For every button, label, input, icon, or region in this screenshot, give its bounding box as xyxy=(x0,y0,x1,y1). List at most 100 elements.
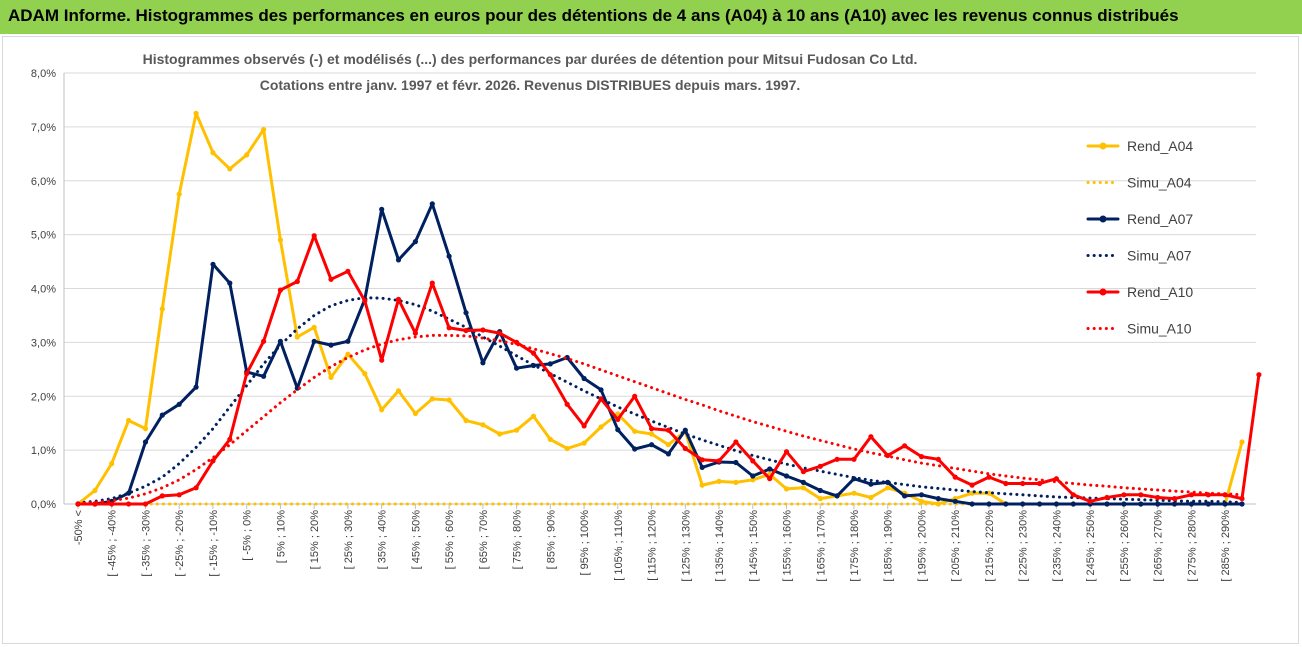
data-point-rend-a07 xyxy=(935,496,941,502)
data-point-rend-a04 xyxy=(193,110,199,116)
data-point-rend-a04 xyxy=(463,417,469,424)
data-point-rend-a04 xyxy=(530,413,537,419)
data-point-rend-a10 xyxy=(1020,480,1026,487)
data-point-rend-a07 xyxy=(1037,501,1043,507)
data-point-rend-a10 xyxy=(328,276,334,282)
data-point-rend-a04 xyxy=(362,371,368,377)
x-tick-label: [ -45% ; -40% xyxy=(107,510,119,577)
data-point-rend-a07 xyxy=(615,427,621,433)
data-point-rend-a04 xyxy=(547,436,553,442)
data-point-rend-a07 xyxy=(1205,501,1211,507)
legend-label-simu-a04: Simu_A04 xyxy=(1127,175,1192,191)
data-point-rend-a10 xyxy=(395,296,402,302)
data-point-rend-a04 xyxy=(446,397,452,403)
data-point-rend-a07 xyxy=(1138,501,1144,507)
data-point-rend-a04 xyxy=(395,388,402,394)
data-point-rend-a10 xyxy=(446,325,452,331)
x-tick-label: [ 145% ; 150% xyxy=(748,510,760,582)
data-point-rend-a07 xyxy=(261,373,267,379)
data-point-rend-a04 xyxy=(429,396,435,402)
x-tick-label: [ 205% ; 210% xyxy=(950,510,962,582)
data-point-rend-a10 xyxy=(682,445,688,452)
data-point-rend-a07 xyxy=(834,493,840,499)
data-point-rend-a07 xyxy=(176,401,182,407)
data-point-rend-a04 xyxy=(750,477,756,483)
data-point-rend-a04 xyxy=(817,496,823,502)
series-lines xyxy=(75,110,1262,507)
data-point-rend-a04 xyxy=(294,334,300,340)
x-tick-label: [ 95% ; 100% xyxy=(579,510,591,576)
y-tick-label: 7,0% xyxy=(31,122,56,134)
data-point-rend-a10 xyxy=(362,298,368,304)
data-point-rend-a07 xyxy=(345,338,351,344)
data-point-rend-a10 xyxy=(311,233,317,239)
data-point-rend-a10 xyxy=(1239,496,1245,502)
y-tick-label: 6,0% xyxy=(31,176,56,188)
data-point-rend-a10 xyxy=(379,357,385,363)
data-point-rend-a07 xyxy=(1053,501,1059,507)
x-tick-label: [ 115% ; 120% xyxy=(647,510,659,581)
data-point-rend-a10 xyxy=(716,458,722,464)
data-point-rend-a10 xyxy=(1037,480,1043,487)
data-point-rend-a10 xyxy=(665,427,672,433)
series-line-rend-a04 xyxy=(76,111,1244,506)
data-point-rend-a10 xyxy=(783,449,790,455)
data-point-rend-a10 xyxy=(581,423,587,429)
legend-label-rend-a10: Rend_A10 xyxy=(1127,284,1193,300)
data-point-rend-a07 xyxy=(817,487,823,494)
x-tick-label: [ 5% ; 10% xyxy=(275,510,287,563)
data-point-rend-a10 xyxy=(598,396,604,402)
data-point-rend-a07 xyxy=(480,360,486,366)
data-point-rend-a10 xyxy=(1155,494,1161,501)
data-point-rend-a04 xyxy=(564,445,570,452)
data-point-rend-a04 xyxy=(210,150,216,156)
data-point-rend-a04 xyxy=(851,490,857,496)
data-point-rend-a10 xyxy=(699,457,705,463)
data-point-rend-a07 xyxy=(1104,501,1110,507)
x-tick-label: [ -25% ; -20% xyxy=(174,510,186,577)
data-point-rend-a10 xyxy=(429,280,435,286)
x-tick-label: [ 75% ; 80% xyxy=(512,510,524,570)
data-point-rend-a04 xyxy=(142,426,149,432)
title-banner: ADAM Informe. Histogrammes des performan… xyxy=(0,0,1302,34)
x-tick-label: [ 245% ; 250% xyxy=(1085,510,1097,582)
data-point-rend-a07 xyxy=(767,466,773,472)
data-point-rend-a07 xyxy=(1155,501,1161,507)
data-point-rend-a10 xyxy=(530,350,537,356)
x-tick-label: [ 195% ; 200% xyxy=(916,510,928,582)
data-point-rend-a10 xyxy=(615,416,621,422)
data-point-rend-a07 xyxy=(969,501,975,507)
data-point-rend-a04 xyxy=(345,351,351,357)
report-title: ADAM Informe. Histogrammes des performan… xyxy=(8,6,1179,25)
data-point-rend-a10 xyxy=(126,501,132,507)
x-tick-label: [ 85% ; 90% xyxy=(545,510,557,570)
data-point-rend-a07 xyxy=(632,446,638,452)
data-point-rend-a10 xyxy=(817,463,823,469)
data-point-rend-a04 xyxy=(716,478,722,484)
data-point-rend-a07 xyxy=(986,501,992,507)
data-point-rend-a10 xyxy=(547,372,553,378)
data-point-rend-a07 xyxy=(1171,501,1178,507)
data-point-rend-a10 xyxy=(649,426,655,432)
data-point-rend-a10 xyxy=(244,371,250,377)
data-point-rend-a10 xyxy=(1171,496,1178,502)
data-point-rend-a07 xyxy=(1070,501,1076,507)
data-point-rend-a04 xyxy=(1239,439,1245,445)
data-point-rend-a04 xyxy=(176,191,182,197)
data-point-rend-a07 xyxy=(733,459,739,466)
data-point-rend-a07 xyxy=(210,261,216,267)
data-point-rend-a10 xyxy=(345,268,351,274)
y-tick-label: 8,0% xyxy=(31,68,56,80)
data-point-rend-a07 xyxy=(159,412,165,418)
legend-marker-rend-a07 xyxy=(1099,215,1107,223)
x-tick-label: [ 65% ; 70% xyxy=(478,510,490,570)
x-tick-label: [ 275% ; 280% xyxy=(1186,510,1198,582)
data-point-rend-a10 xyxy=(767,476,773,482)
data-point-rend-a07 xyxy=(227,280,233,286)
chart-subtitle: Cotations entre janv. 1997 et févr. 2026… xyxy=(260,77,801,93)
x-tick-label: [ 55% ; 60% xyxy=(444,510,456,570)
data-point-rend-a07 xyxy=(598,387,604,393)
data-point-rend-a10 xyxy=(1003,480,1009,487)
y-tick-label: 0,0% xyxy=(31,499,56,511)
data-point-rend-a10 xyxy=(902,443,908,449)
